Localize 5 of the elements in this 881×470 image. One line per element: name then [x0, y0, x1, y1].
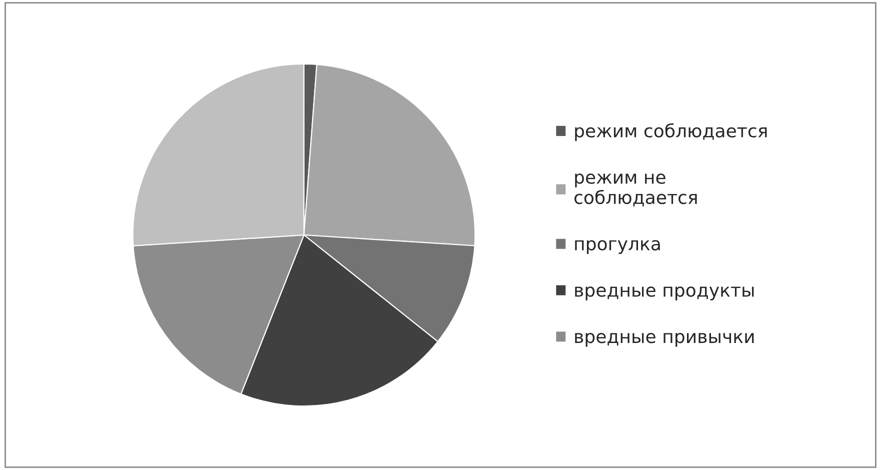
- legend-label: прогулка: [575, 240, 660, 254]
- legend-label: вредные продукты: [575, 286, 754, 300]
- legend-label: вредные привычки: [575, 332, 754, 347]
- legend-label: режим не соблюдается: [574, 174, 697, 206]
- legend-label: режим соблюдается: [575, 123, 767, 142]
